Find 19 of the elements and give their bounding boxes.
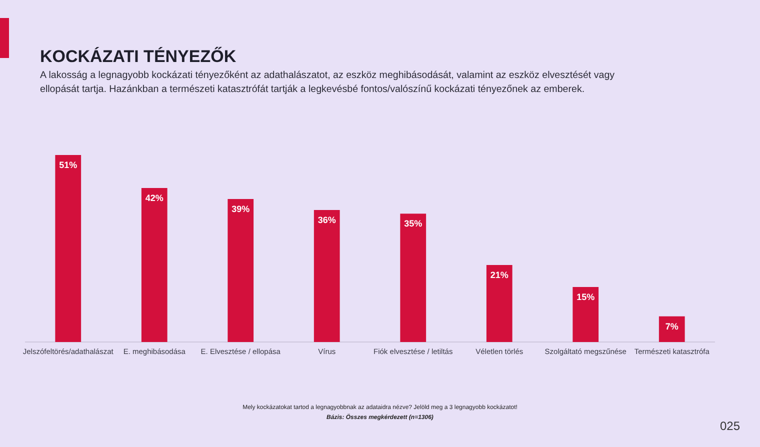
data-label: 15%: [576, 292, 595, 302]
data-label: 36%: [318, 215, 336, 225]
bar: [400, 214, 426, 342]
chart-subtitle: A lakosság a legnagyobb kockázati tényezőként az adathalászatot, az eszköz meghibásodását, valamint az eszköz elvesztését vagy ellopását tartja. Hazánkban a természeti katasztrófát tartják a legkevésbé fontos/valószínű kockázati tényezőnek az emberek.: [40, 70, 615, 95]
bar: [572, 287, 599, 342]
data-label: 35%: [404, 218, 422, 229]
bar: [141, 188, 168, 342]
bar: [228, 199, 254, 342]
data-label: 21%: [490, 270, 508, 280]
bar: [658, 316, 685, 342]
data-label: 51%: [59, 160, 78, 170]
text: 025: [720, 419, 740, 433]
bar: [486, 265, 512, 342]
bar: [55, 155, 82, 342]
data-label: 42%: [145, 193, 164, 203]
bar: [314, 210, 340, 342]
chart-title: KOCKÁZATI TÉNYEZŐK: [40, 46, 237, 66]
data-label: 39%: [232, 204, 250, 214]
data-label: 7%: [665, 321, 678, 332]
